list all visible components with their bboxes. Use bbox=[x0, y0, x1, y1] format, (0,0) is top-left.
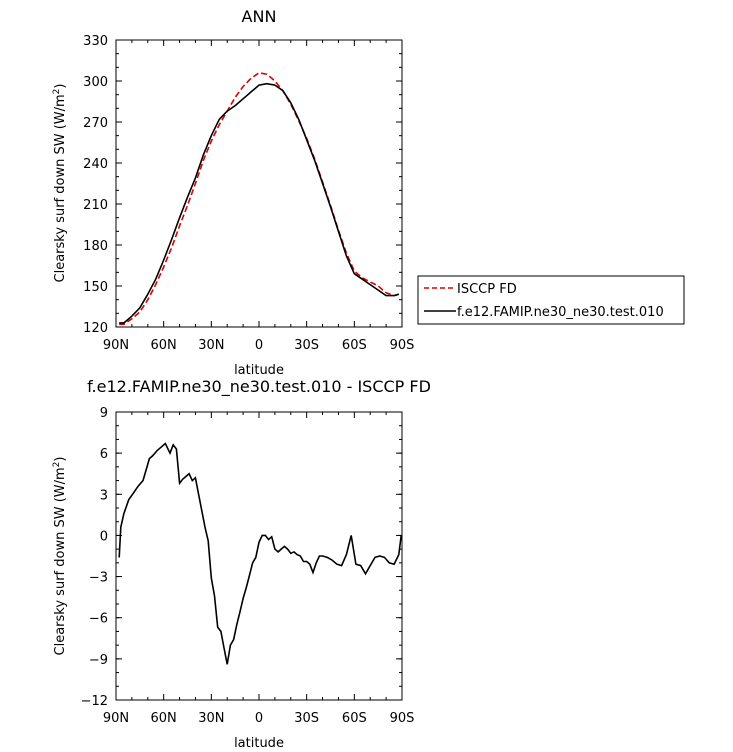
bottom-x-tick-label: 60N bbox=[151, 711, 177, 726]
bottom-y-tick-label: 0 bbox=[100, 529, 108, 544]
top-x-axis-label: latitude bbox=[234, 363, 284, 378]
legend: ISCCP FD f.e12.FAMIP.ne30_ne30.test.010 bbox=[417, 275, 685, 325]
top-y-tick-label: 270 bbox=[83, 116, 108, 131]
top-series-line-0 bbox=[119, 71, 400, 326]
bottom-y-tick-label: −9 bbox=[89, 653, 108, 668]
bottom-chart-title: f.e12.FAMIP.ne30_ne30.test.010 - ISCCP F… bbox=[87, 377, 431, 397]
top-series-line-1 bbox=[119, 82, 400, 324]
top-y-tick-label: 240 bbox=[83, 157, 108, 172]
top-plot-frame bbox=[115, 39, 403, 328]
top-x-tick-label: 60S bbox=[342, 338, 367, 353]
legend-label-model: f.e12.FAMIP.ne30_ne30.test.010 bbox=[457, 305, 664, 320]
bottom-y-tick-label: 3 bbox=[100, 488, 108, 503]
top-y-tick-label: 150 bbox=[83, 280, 108, 295]
bottom-x-tick-label: 60S bbox=[342, 711, 367, 726]
legend-label-isccp: ISCCP FD bbox=[457, 282, 517, 297]
bottom-y-tick-label: −6 bbox=[89, 612, 108, 627]
top-y-tick-label: 120 bbox=[83, 321, 108, 336]
top-y-tick-label: 210 bbox=[83, 198, 108, 213]
top-x-tick-label: 30S bbox=[294, 338, 319, 353]
bottom-x-tick-label: 0 bbox=[255, 711, 263, 726]
top-x-tick-label: 60N bbox=[151, 338, 177, 353]
bottom-plot-frame bbox=[115, 411, 403, 701]
difference-panel: f.e12.FAMIP.ne30_ne30.test.010 - ISCCP F… bbox=[52, 377, 431, 751]
top-x-tick-label: 0 bbox=[255, 338, 263, 353]
bottom-series-line-0 bbox=[118, 442, 402, 665]
top-x-tick-label: 90N bbox=[103, 338, 129, 353]
top-x-tick-label: 30N bbox=[198, 338, 224, 353]
top-y-tick-label: 180 bbox=[83, 239, 108, 254]
bottom-x-tick-label: 90S bbox=[390, 711, 415, 726]
top-x-tick-label: 90S bbox=[390, 338, 415, 353]
bottom-x-tick-label: 30S bbox=[294, 711, 319, 726]
bottom-x-tick-label: 90N bbox=[103, 711, 129, 726]
legend-box bbox=[417, 275, 685, 325]
bottom-x-tick-label: 30N bbox=[198, 711, 224, 726]
top-y-tick-label: 330 bbox=[83, 34, 108, 49]
bottom-y-tick-label: −3 bbox=[89, 571, 108, 586]
top-y-axis-label: Clearsky surf down SW (W/m2) bbox=[52, 84, 68, 283]
bottom-y-tick-label: −12 bbox=[81, 694, 108, 709]
top-y-tick-label: 300 bbox=[83, 75, 108, 90]
top-chart-title: ANN bbox=[242, 7, 277, 26]
zonal-mean-panel: ANN 90N 60N 30N 0 30S 60S 90S 120 150 180 210 240 27… bbox=[52, 7, 414, 378]
bottom-y-tick-label: 6 bbox=[100, 447, 108, 462]
bottom-y-tick-label: 9 bbox=[100, 406, 108, 421]
bottom-y-axis-label: Clearsky surf down SW (W/m2) bbox=[52, 457, 68, 656]
bottom-x-axis-label: latitude bbox=[234, 736, 284, 751]
